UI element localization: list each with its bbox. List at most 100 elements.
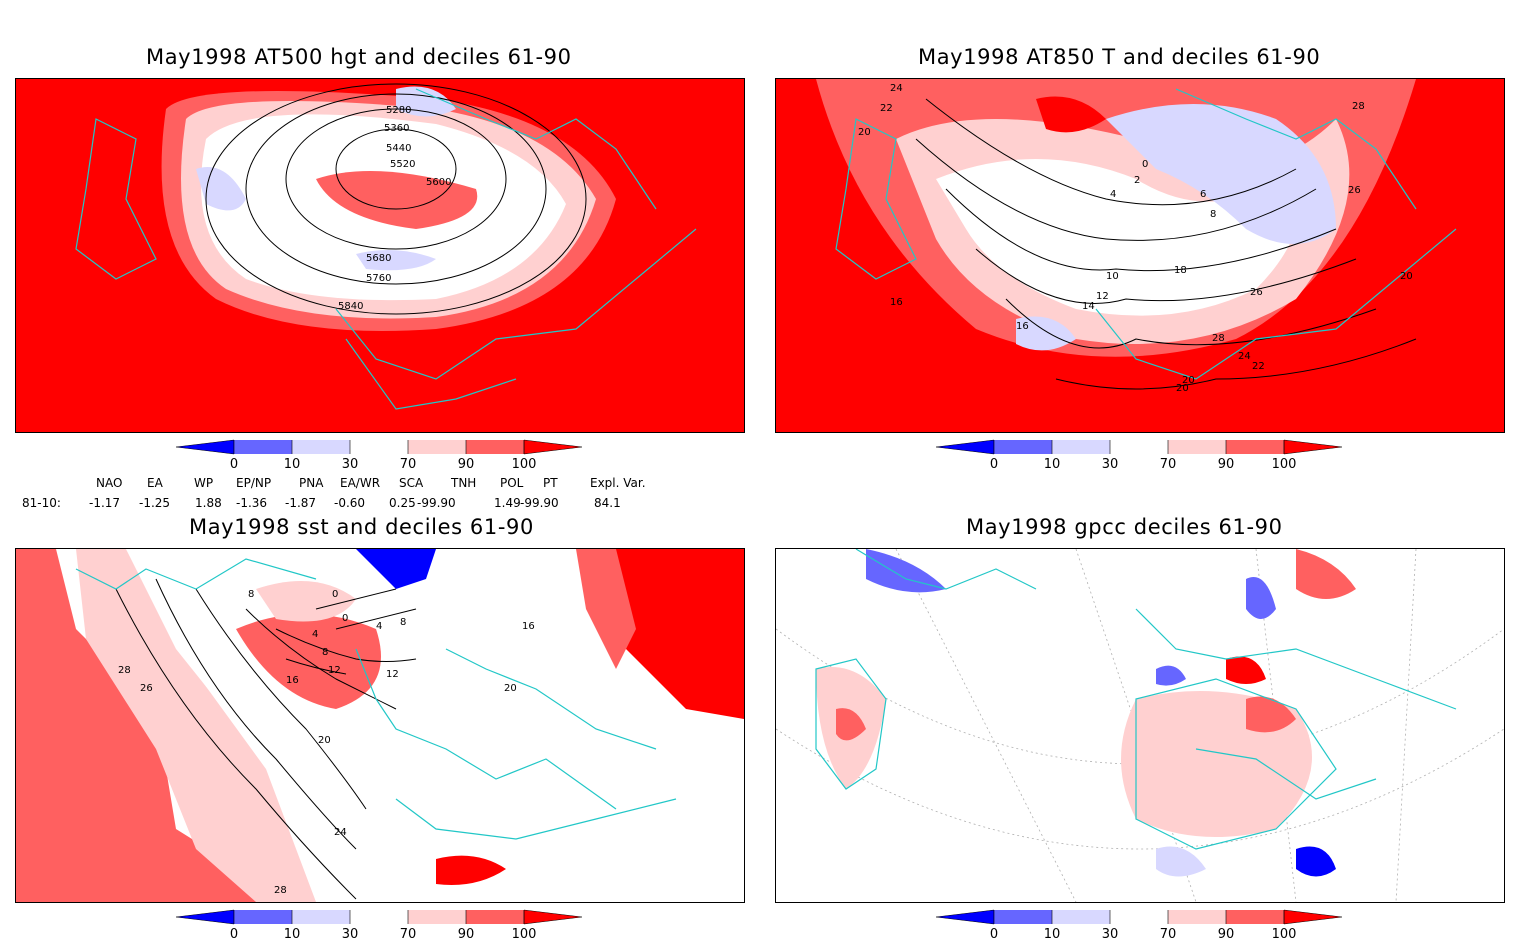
contour-label: 24 — [890, 83, 903, 94]
contour-label: 20 — [1400, 271, 1413, 282]
contour-label: 5600 — [426, 177, 451, 188]
colorbar-segment — [1052, 440, 1110, 454]
colorbar-segment — [466, 910, 524, 924]
index-value: -1.36 — [236, 496, 268, 510]
colorbar-tick-label: 70 — [1160, 927, 1177, 942]
colorbar-segment — [350, 910, 408, 924]
panel-title-gpcc: May1998 gpcc deciles 61-90 — [966, 515, 1283, 539]
contour-label: 5360 — [384, 123, 409, 134]
colorbar-arrow-high — [1283, 909, 1343, 925]
map-panel-sst: 8 0 0 4 8 12 16 20 24 28 28 26 4 8 12 20… — [15, 548, 745, 903]
colorbar-segment — [234, 440, 292, 454]
colorbar-tick-label: 100 — [1272, 927, 1297, 942]
colorbar-tick-label: 10 — [284, 927, 301, 942]
contour-label: 8 — [248, 589, 254, 600]
contour-label: 26 — [1348, 185, 1361, 196]
index-value: -99.90 — [417, 496, 456, 510]
colorbar-segment — [408, 440, 466, 454]
colorbar-arrow-low — [935, 909, 995, 925]
contour-label: 10 — [1106, 271, 1119, 282]
colorbar-segment — [994, 440, 1052, 454]
contour-label: 18 — [1174, 265, 1187, 276]
contour-label: 5760 — [366, 273, 391, 284]
panel-title-hgt: May1998 AT500 hgt and deciles 61-90 — [146, 45, 572, 69]
contour-label: 16 — [286, 675, 299, 686]
contour-label: 26 — [140, 683, 153, 694]
contour-label: 20 — [858, 127, 871, 138]
index-table: NAO EA WP EP/NP PNA EA/WR SCA TNH POL PT… — [0, 474, 700, 514]
contour-label: 20 — [1176, 383, 1189, 394]
colorbar-tick-label: 30 — [1102, 457, 1119, 472]
contour-label: 16 — [890, 297, 903, 308]
contour-label: 28 — [274, 885, 287, 896]
contour-label: 2 — [1134, 175, 1140, 186]
index-value: -1.17 — [89, 496, 121, 510]
index-header: NAO — [96, 476, 123, 490]
index-row-label: 81-10: — [22, 496, 61, 510]
index-header: Expl. Var. — [590, 476, 646, 490]
contour-label: 22 — [1252, 361, 1265, 372]
colorbar-tick-label: 70 — [1160, 457, 1177, 472]
index-value: -1.25 — [139, 496, 171, 510]
contour-label: 0 — [342, 613, 348, 624]
contour-label: 6 — [1200, 189, 1206, 200]
contour-label: 28 — [1212, 333, 1225, 344]
colorbar-segment — [292, 440, 350, 454]
colorbar-tick-label: 90 — [1218, 457, 1235, 472]
contour-label: 26 — [1250, 287, 1263, 298]
contour-label: 0 — [332, 589, 338, 600]
index-value: 0.25 — [389, 496, 416, 510]
colorbar-tick-label: 100 — [512, 927, 537, 942]
index-header: TNH — [451, 476, 477, 490]
contour-label: 5280 — [386, 105, 411, 116]
index-header: POL — [500, 476, 524, 490]
contour-label: 24 — [1238, 351, 1251, 362]
colorbar: 0 10 30 70 90 100 — [175, 439, 583, 472]
colorbar-tick-label: 10 — [1044, 457, 1061, 472]
colorbar-tick-label: 10 — [284, 457, 301, 472]
contour-label: 28 — [118, 665, 131, 676]
contour-label: 20 — [318, 735, 331, 746]
contour-label: 12 — [328, 665, 341, 676]
colorbar-tick-label: 0 — [230, 457, 238, 472]
index-value: 84.1 — [594, 496, 621, 510]
contour-label: 4 — [376, 621, 382, 632]
contour-label: 0 — [1142, 159, 1148, 170]
contour-label: 4 — [312, 629, 318, 640]
contour-label: 28 — [1352, 101, 1365, 112]
contour-label: 24 — [334, 827, 347, 838]
map-panel-hgt: 5280 5360 5440 5520 5600 5680 5760 5840 — [15, 78, 745, 433]
colorbar: 0 10 30 70 90 100 — [175, 909, 583, 942]
colorbar-tick-label: 0 — [990, 457, 998, 472]
map-panel-gpcc — [775, 548, 1505, 903]
index-value: 1.88 — [195, 496, 222, 510]
contour-label: 8 — [1210, 209, 1216, 220]
colorbar-tick-label: 0 — [990, 927, 998, 942]
index-value: -99.90 — [520, 496, 559, 510]
colorbar: 0 10 30 70 90 100 — [935, 439, 1343, 472]
colorbar-segment — [1168, 440, 1226, 454]
colorbar-segment — [994, 910, 1052, 924]
index-header: SCA — [399, 476, 424, 490]
colorbar-arrow-high — [523, 909, 583, 925]
contour-label: 20 — [504, 683, 517, 694]
colorbar: 0 10 30 70 90 100 — [935, 909, 1343, 942]
contour-label: 8 — [322, 647, 328, 658]
colorbar-arrow-low — [175, 439, 235, 455]
index-header: PT — [543, 476, 558, 490]
index-value: -1.87 — [285, 496, 317, 510]
colorbar-segment — [1110, 910, 1168, 924]
colorbar-tick-label: 30 — [342, 457, 359, 472]
map-panel-t850: 24 22 20 16 10 12 14 16 18 20 22 24 26 2… — [775, 78, 1505, 433]
colorbar-tick-label: 90 — [1218, 927, 1235, 942]
contour-label: 20 — [1182, 375, 1195, 386]
colorbar-tick-label: 90 — [458, 457, 475, 472]
index-header: EA/WR — [340, 476, 381, 490]
index-header: PNA — [299, 476, 324, 490]
colorbar-tick-label: 0 — [230, 927, 238, 942]
colorbar-arrow-high — [523, 439, 583, 455]
contour-label: 22 — [880, 103, 893, 114]
contour-label: 12 — [1096, 291, 1109, 302]
contour-label: 16 — [522, 621, 535, 632]
colorbar-arrow-low — [935, 439, 995, 455]
